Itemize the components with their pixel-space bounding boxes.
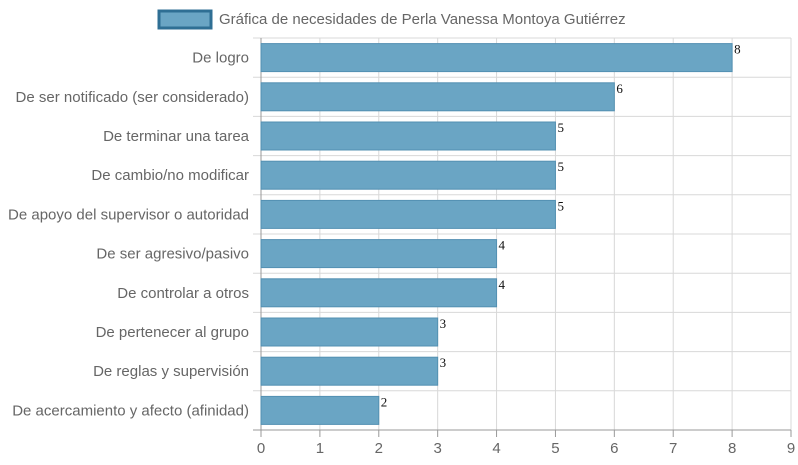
x-tick-label: 2: [375, 440, 383, 457]
data-label: 4: [499, 238, 506, 253]
legend-label: Gráfica de necesidades de Perla Vanessa …: [219, 11, 626, 28]
x-tick-label: 7: [669, 440, 677, 457]
category-label: De terminar una tarea: [103, 128, 250, 145]
x-axis: 0 1 2 3 4 5 6 7 8 9: [253, 429, 795, 457]
x-tick-label: 5: [551, 440, 559, 457]
category-label: De pertenecer al grupo: [96, 324, 249, 341]
bar[interactable]: [260, 82, 615, 112]
legend-swatch: [157, 9, 213, 30]
data-label: 3: [440, 355, 447, 370]
bar[interactable]: [260, 395, 380, 425]
data-label: 8: [734, 42, 741, 57]
bar[interactable]: [260, 160, 556, 190]
x-tick-label: 0: [257, 440, 265, 457]
data-label: 3: [440, 316, 447, 331]
category-label: De cambio/no modificar: [91, 167, 249, 184]
category-label: De logro: [192, 50, 249, 67]
bar[interactable]: [260, 317, 439, 347]
category-label: De reglas y supervisión: [93, 363, 249, 380]
data-label: 4: [499, 277, 506, 292]
data-label: 5: [557, 120, 564, 135]
category-label: De controlar a otros: [117, 285, 249, 302]
data-labels: 8 6 5 5 5 4 4 3 3 2: [381, 42, 741, 410]
x-tick-label: 3: [433, 440, 441, 457]
category-labels: De logro De ser notificado (ser considera…: [8, 50, 250, 420]
data-label: 6: [616, 81, 623, 96]
bar[interactable]: [260, 239, 498, 269]
category-label: De acercamiento y afecto (afinidad): [12, 402, 249, 419]
data-label: 2: [381, 394, 388, 409]
data-label: 5: [557, 198, 564, 213]
x-tick-label: 4: [492, 440, 500, 457]
x-tick-label: 6: [610, 440, 618, 457]
bar[interactable]: [260, 278, 498, 308]
bars: [260, 43, 733, 425]
bar[interactable]: [260, 121, 556, 151]
legend[interactable]: Gráfica de necesidades de Perla Vanessa …: [157, 9, 626, 30]
bar[interactable]: [260, 43, 733, 73]
category-label: De ser agresivo/pasivo: [96, 246, 249, 263]
category-label: De apoyo del supervisor o autoridad: [8, 206, 249, 223]
data-label: 5: [557, 159, 564, 174]
bar[interactable]: [260, 356, 439, 386]
x-tick-label: 9: [787, 440, 795, 457]
category-label: De ser notificado (ser considerado): [16, 89, 249, 106]
x-tick-label: 1: [316, 440, 324, 457]
x-tick-label: 8: [728, 440, 736, 457]
bar[interactable]: [260, 199, 556, 229]
